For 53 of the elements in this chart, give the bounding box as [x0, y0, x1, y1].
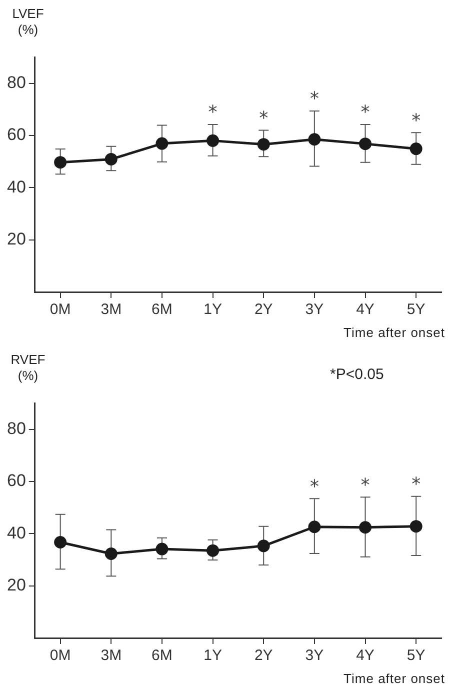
annotation: * [310, 88, 319, 110]
x-tick-label: 0M [50, 647, 71, 664]
x-tick-label: 5Y [406, 647, 426, 664]
point [104, 152, 118, 166]
x-tick-label: 1Y [204, 647, 222, 664]
y-tick-label: 80 [6, 72, 26, 92]
x-tick-label: 3Y [305, 301, 324, 318]
y-tick-label: 60 [6, 471, 26, 490]
x-tick-label: 3M [100, 647, 122, 664]
point [156, 137, 168, 150]
point [359, 521, 372, 534]
point [257, 138, 270, 151]
x-tick-label: 2Y [254, 301, 273, 318]
annotation: * [412, 474, 421, 496]
point [206, 134, 220, 147]
point [156, 542, 168, 556]
annotation: * [310, 476, 319, 498]
y-tick-label: 20 [6, 576, 26, 595]
point [359, 138, 372, 150]
point [308, 520, 321, 534]
annotation: * [360, 102, 370, 124]
point [54, 156, 67, 169]
y-tick-label: 80 [6, 418, 26, 438]
x-tick-label: 4Y [356, 301, 374, 318]
annotation: * [208, 102, 218, 124]
x-tick-label: 5Y [406, 301, 426, 318]
annotation: * [259, 108, 268, 129]
x-axis-title: Time after onset [344, 325, 445, 340]
x-tick-label: 6M [152, 301, 172, 318]
point [410, 520, 422, 533]
y-tick-label: 40 [6, 177, 26, 196]
point [206, 544, 220, 557]
y-tick-label: 40 [6, 523, 26, 542]
y-tick-label: 60 [6, 125, 26, 144]
x-tick-label: 3M [100, 301, 122, 318]
point [257, 540, 270, 552]
y-axis-title: RVEF (%) [10, 352, 46, 384]
text: *P<0.05 [330, 366, 384, 383]
x-axis-title: Time after onset [344, 671, 445, 686]
point [410, 142, 422, 156]
x-tick-label: 4Y [356, 647, 374, 664]
x-tick-label: 1Y [204, 301, 222, 318]
x-tick-label: 0M [50, 301, 71, 318]
x-tick-label: 3Y [305, 647, 324, 664]
x-tick-label: 2Y [254, 647, 273, 664]
point [308, 133, 321, 146]
point [104, 547, 118, 560]
y-tick-label: 20 [6, 230, 26, 249]
x-tick-label: 6M [152, 647, 172, 664]
y-axis-title: LVEF (%) [11, 6, 45, 38]
point [54, 536, 67, 549]
annotation: * [412, 110, 421, 132]
annotation: * [360, 474, 370, 496]
